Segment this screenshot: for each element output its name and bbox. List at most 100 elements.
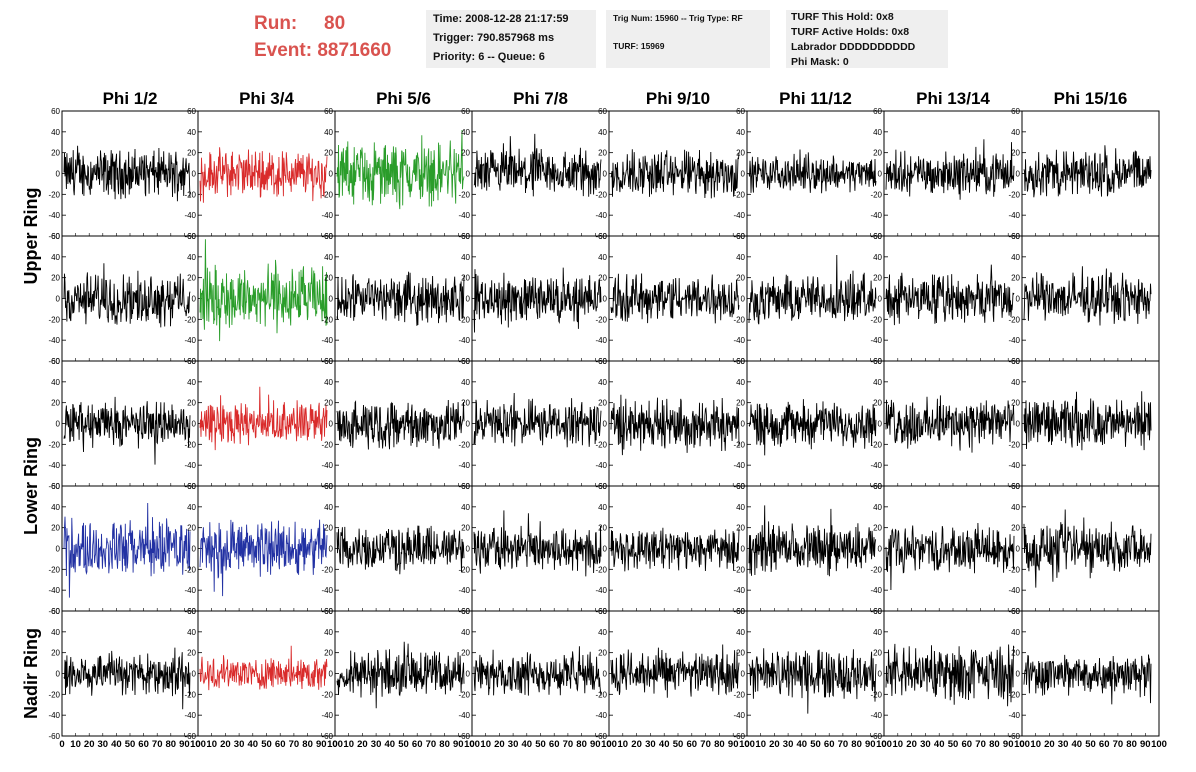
y-tick-label: 60 bbox=[187, 357, 196, 366]
y-tick-label: 40 bbox=[51, 628, 60, 637]
labrador-text: Labrador DDDDDDDDDD bbox=[791, 41, 916, 53]
x-tick-label: 50 bbox=[535, 739, 546, 750]
x-tick-label: 50 bbox=[673, 739, 684, 750]
y-tick-label: 60 bbox=[598, 482, 607, 491]
y-tick-label: -60 bbox=[733, 732, 745, 741]
y-tick-label: -20 bbox=[321, 190, 333, 199]
y-tick-label: 40 bbox=[187, 253, 196, 262]
x-tick-label: 60 bbox=[275, 739, 286, 750]
y-tick-label: 20 bbox=[461, 149, 470, 158]
y-tick-label: 40 bbox=[736, 628, 745, 637]
y-tick-label: 0 bbox=[603, 670, 608, 679]
x-tick-label: 90 bbox=[179, 739, 190, 750]
y-tick-label: -20 bbox=[458, 440, 470, 449]
y-tick-label: -20 bbox=[870, 315, 882, 324]
turf-info-box: TURF This Hold: 0x8 TURF Active Holds: 0… bbox=[786, 10, 948, 68]
x-tick-label: 40 bbox=[385, 739, 396, 750]
y-tick-label: 20 bbox=[324, 524, 333, 533]
y-tick-label: -40 bbox=[321, 211, 333, 220]
x-tick-label: 20 bbox=[220, 739, 231, 750]
y-tick-label: 20 bbox=[1011, 274, 1020, 283]
x-tick-label: 100 bbox=[327, 739, 343, 750]
x-tick-label: 100 bbox=[601, 739, 617, 750]
waveform-trace bbox=[63, 145, 191, 202]
y-tick-label: -40 bbox=[870, 711, 882, 720]
waveform-trace bbox=[473, 267, 602, 333]
turf-num-text: TURF: 15969 bbox=[613, 41, 665, 51]
waveform-trace bbox=[336, 525, 465, 575]
x-tick-label: 30 bbox=[371, 739, 382, 750]
waveform-trace bbox=[885, 139, 1015, 200]
x-tick-label: 30 bbox=[1058, 739, 1069, 750]
row-title: Upper Ring bbox=[21, 188, 41, 285]
y-tick-label: -20 bbox=[184, 690, 196, 699]
y-tick-label: 60 bbox=[1011, 107, 1020, 116]
x-tick-label: 60 bbox=[962, 739, 973, 750]
x-tick-label: 80 bbox=[989, 739, 1000, 750]
phi-mask-text: Phi Mask: 0 bbox=[791, 56, 849, 68]
y-tick-label: -60 bbox=[48, 732, 60, 741]
y-tick-label: 60 bbox=[598, 607, 607, 616]
y-tick-label: -60 bbox=[184, 732, 196, 741]
y-tick-label: 40 bbox=[187, 628, 196, 637]
y-tick-label: 40 bbox=[1011, 503, 1020, 512]
event-value: 8871660 bbox=[317, 40, 392, 61]
y-tick-label: 0 bbox=[329, 295, 334, 304]
x-tick-label: 40 bbox=[248, 739, 259, 750]
y-tick-label: -20 bbox=[458, 690, 470, 699]
column-title: Phi 7/8 bbox=[513, 89, 568, 108]
y-tick-label: 60 bbox=[51, 357, 60, 366]
y-tick-label: -20 bbox=[595, 690, 607, 699]
x-tick-label: 70 bbox=[426, 739, 437, 750]
y-tick-label: -60 bbox=[48, 482, 60, 491]
y-tick-label: 0 bbox=[329, 545, 334, 554]
x-tick-label: 40 bbox=[659, 739, 670, 750]
y-tick-label: 60 bbox=[51, 607, 60, 616]
y-tick-label: 0 bbox=[466, 295, 471, 304]
y-tick-label: 40 bbox=[324, 253, 333, 262]
x-tick-label: 50 bbox=[948, 739, 959, 750]
y-tick-label: -20 bbox=[733, 315, 745, 324]
y-tick-label: 60 bbox=[187, 482, 196, 491]
y-tick-label: 60 bbox=[1011, 607, 1020, 616]
y-tick-label: -40 bbox=[184, 336, 196, 345]
column-title: Phi 3/4 bbox=[239, 89, 294, 108]
y-tick-label: 20 bbox=[187, 524, 196, 533]
y-tick-label: 20 bbox=[51, 399, 60, 408]
y-tick-label: 40 bbox=[461, 253, 470, 262]
y-tick-label: -20 bbox=[321, 565, 333, 574]
x-tick-label: 100 bbox=[464, 739, 480, 750]
x-tick-label: 100 bbox=[1151, 739, 1167, 750]
waveform-trace bbox=[63, 396, 191, 465]
y-tick-label: 40 bbox=[324, 503, 333, 512]
y-tick-label: -40 bbox=[458, 586, 470, 595]
y-tick-label: 60 bbox=[324, 607, 333, 616]
y-tick-label: 20 bbox=[736, 149, 745, 158]
y-tick-label: 40 bbox=[461, 378, 470, 387]
y-tick-label: 60 bbox=[873, 607, 882, 616]
y-tick-label: 40 bbox=[873, 378, 882, 387]
y-tick-label: 40 bbox=[1011, 378, 1020, 387]
priority-text: Priority: 6 -- Queue: 6 bbox=[433, 51, 545, 63]
y-tick-label: 20 bbox=[324, 649, 333, 658]
time-info-box: Time: 2008-12-28 21:17:59 Trigger: 790.8… bbox=[426, 10, 596, 68]
y-tick-label: -20 bbox=[733, 565, 745, 574]
row-title: Nadir Ring bbox=[21, 628, 41, 719]
x-tick-label: 80 bbox=[439, 739, 450, 750]
y-tick-label: 60 bbox=[598, 107, 607, 116]
x-tick-label: 40 bbox=[934, 739, 945, 750]
y-tick-label: 40 bbox=[873, 628, 882, 637]
y-tick-label: -20 bbox=[48, 440, 60, 449]
x-tick-label: 80 bbox=[166, 739, 177, 750]
y-tick-label: 0 bbox=[56, 545, 61, 554]
